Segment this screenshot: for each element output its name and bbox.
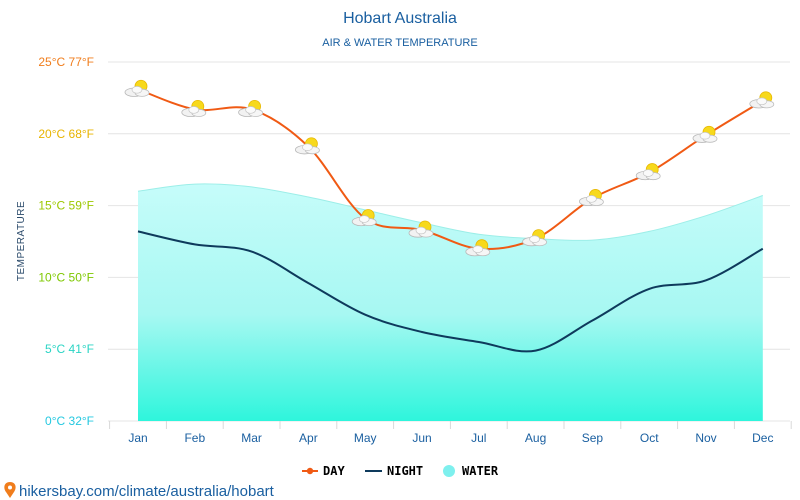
x-tick-label: Feb: [184, 431, 205, 445]
x-tick-label: Aug: [525, 431, 546, 445]
legend-night-label: NIGHT: [387, 464, 423, 478]
sun-cloud-icon: [579, 189, 604, 207]
x-tick-label: Mar: [241, 431, 262, 445]
y-axis-label: TEMPERATURE: [16, 201, 27, 281]
y-axis: 25°C 77°F 20°C 68°F 15°C 59°F 10°C 50°F 5°C …: [38, 55, 94, 428]
x-tick-label: Apr: [299, 431, 318, 445]
sun-cloud-icon: [692, 125, 718, 143]
water-area: [137, 183, 763, 421]
x-tick-label: Jan: [128, 431, 147, 445]
legend-water-swatch: [443, 465, 455, 477]
night-series-line: [137, 230, 764, 353]
x-tick-label: Oct: [640, 431, 659, 445]
sun-cloud-icon: [294, 137, 320, 155]
y-tick-label: 0°C 32°F: [45, 414, 94, 428]
credit[interactable]: hikersbay.com/climate/australia/hobart: [4, 482, 275, 500]
x-tick-label: Dec: [752, 431, 773, 445]
sun-cloud-icon: [181, 99, 207, 117]
legend-item-day: DAY: [302, 464, 345, 478]
water-series-line: [137, 183, 763, 242]
legend-item-water: WATER: [443, 464, 499, 478]
sun-cloud-icon: [635, 163, 661, 181]
legend: DAY NIGHT WATER: [302, 464, 499, 478]
credit-link[interactable]: hikersbay.com/climate/australia/hobart: [19, 483, 275, 500]
x-tick-label: May: [354, 431, 377, 445]
y-tick-label: 20°C 68°F: [38, 127, 94, 141]
chart-title: Hobart Australia: [343, 10, 457, 27]
sun-cloud-icon: [749, 91, 775, 109]
legend-water-label: WATER: [462, 464, 499, 478]
y-tick-label: 5°C 41°F: [45, 342, 94, 356]
water-area-fill: [138, 183, 763, 421]
x-tick-label: Jul: [471, 431, 486, 445]
y-tick-label: 25°C 77°F: [38, 55, 94, 69]
legend-day-marker: [306, 467, 314, 475]
y-tick-label: 10°C 50°F: [38, 270, 94, 284]
location-pin-icon: [4, 482, 16, 498]
x-tick-label: Jun: [412, 431, 431, 445]
legend-day-label: DAY: [323, 464, 345, 478]
x-axis: Jan Feb Mar Apr May Jun Jul Aug Sep Oct Nov Dec: [109, 421, 792, 445]
sun-cloud-icon: [124, 79, 150, 97]
x-tick-label: Nov: [695, 431, 716, 445]
legend-item-night: NIGHT: [365, 464, 423, 478]
chart-subtitle: AIR & WATER TEMPERATURE: [322, 37, 477, 49]
y-tick-label: 15°C 59°F: [38, 199, 94, 213]
x-tick-label: Sep: [582, 431, 604, 445]
